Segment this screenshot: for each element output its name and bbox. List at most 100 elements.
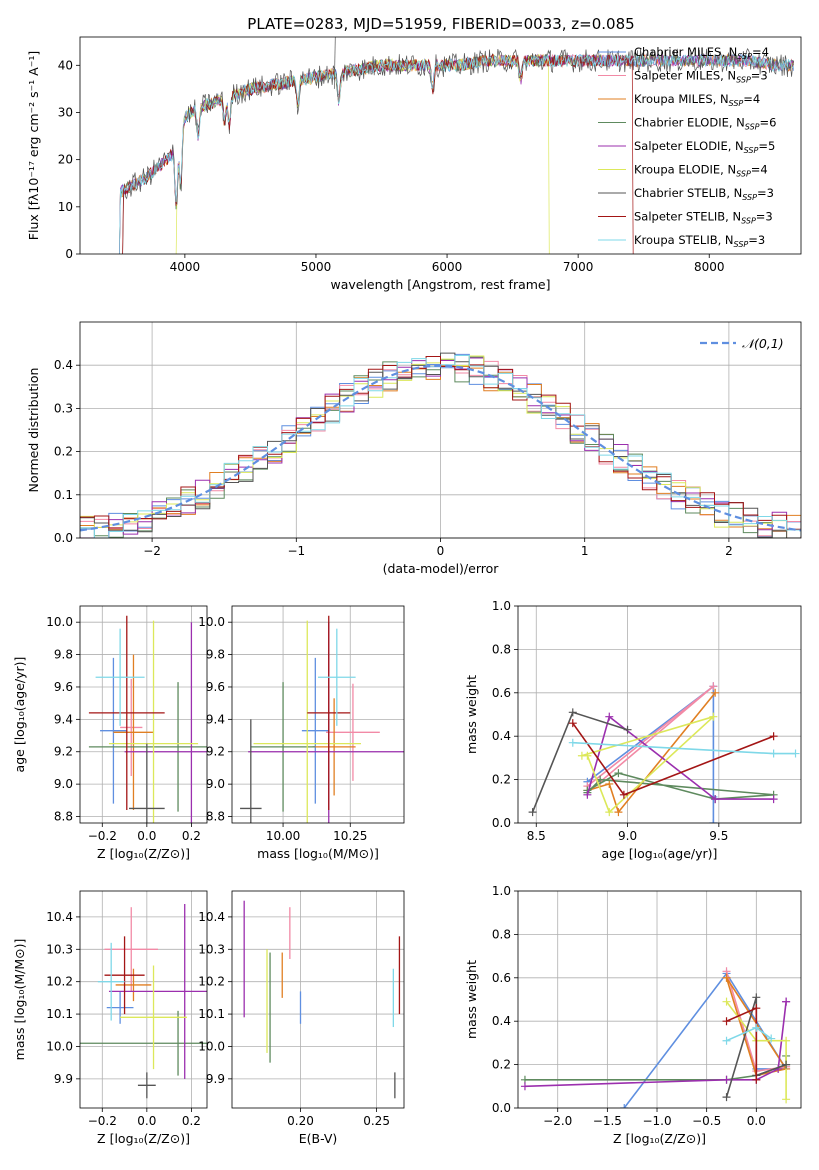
- series-point: [711, 688, 720, 697]
- y-tick-label: 10.0: [46, 1039, 73, 1053]
- y-tick-label: 9.2: [206, 745, 225, 759]
- y-tick-label: 10.2: [46, 975, 73, 989]
- legend-label: Chabrier MILES, NSSP=4: [634, 45, 769, 61]
- series-point: [752, 1004, 761, 1013]
- panel-mass_vs_EBV: 0.20 0.25 9.9 10.0 10.1 10.2 10.3 10.4 E(B-V): [198, 890, 405, 1146]
- x-tick-label: 10.25: [333, 829, 367, 843]
- x-tick-label: 0.0: [137, 829, 156, 843]
- y-axis-label: mass [log₁₀(M/M⊙)]: [12, 939, 27, 1061]
- y-tick-label: 0: [65, 247, 73, 261]
- series-line: [586, 715, 774, 800]
- x-tick-label: 0: [437, 544, 445, 558]
- spectrum-line: [119, 53, 794, 254]
- y-tick-label: 0.2: [492, 773, 511, 787]
- x-tick-label: 9.5: [709, 829, 728, 843]
- series-point: [782, 1060, 791, 1069]
- x-tick-label: 10.00: [266, 829, 300, 843]
- spectrum-spike: [333, 37, 336, 89]
- y-tick-label: 0.6: [492, 686, 511, 700]
- x-axis-label: wavelength [Angstrom, rest frame]: [330, 277, 550, 292]
- legend-label: Kroupa MILES, NSSP=4: [634, 92, 760, 108]
- series-point: [614, 808, 623, 817]
- y-axis-label: mass weight: [464, 960, 479, 1039]
- axes-frame: [231, 605, 405, 824]
- x-tick-label: 0.2: [182, 1114, 201, 1128]
- axes-frame: [517, 605, 802, 824]
- y-tick-label: 0.8: [492, 642, 511, 656]
- plot-area: [80, 352, 801, 538]
- y-tick-label: 10.4: [46, 910, 73, 924]
- x-tick-label: −2.0: [543, 1114, 572, 1128]
- y-tick-label: 9.0: [54, 777, 73, 791]
- series-line: [587, 692, 716, 814]
- panel-mass_weight_vs_age: 8.5 9.0 9.5 0.0 0.2 0.4 0.6 0.8 1.0 age [log₁₀(ag…: [464, 599, 802, 861]
- x-tick-label: 9.0: [618, 829, 637, 843]
- x-tick-label: −0.2: [88, 1114, 117, 1128]
- series-point: [528, 808, 537, 817]
- x-tick-label: 0.0: [137, 1114, 156, 1128]
- panel-age_vs_Z: −0.2 0.0 0.2 8.8 9.0 9.2 9.4 9.6 9.8 10.0 Z [log₁₀…: [12, 605, 208, 861]
- series-line: [581, 715, 714, 814]
- x-axis-label: Z [log₁₀(Z/Z⊙)]: [97, 846, 190, 861]
- series-point: [614, 769, 623, 778]
- x-tick-label: −1.0: [642, 1114, 671, 1128]
- legend: Chabrier MILES, NSSP=4 Salpeter MILES, NS…: [598, 45, 776, 249]
- x-axis-label: age [log₁₀(age/yr)]: [602, 846, 718, 861]
- legend-label: Salpeter STELIB, NSSP=3: [634, 210, 773, 226]
- y-tick-label: 9.8: [54, 648, 73, 662]
- series-point: [583, 790, 592, 799]
- x-tick-label: 0.25: [363, 1114, 390, 1128]
- x-axis-label: Z [log₁₀(Z/Z⊙)]: [613, 1131, 706, 1146]
- series-point: [709, 682, 718, 691]
- y-tick-label: 10.1: [46, 1007, 73, 1021]
- x-tick-label: −0.5: [692, 1114, 721, 1128]
- series-point: [752, 993, 761, 1002]
- series-point: [722, 1093, 731, 1102]
- x-tick-label: 8.5: [527, 829, 546, 843]
- plot-area: [520, 967, 791, 1108]
- y-tick-label: 10.0: [198, 1039, 225, 1053]
- y-tick-label: 10.3: [198, 942, 225, 956]
- x-axis-label: E(B-V): [299, 1131, 338, 1146]
- legend-label: Kroupa ELODIE, NSSP=4: [634, 163, 768, 179]
- x-tick-label: 0.20: [287, 1114, 314, 1128]
- x-tick-label: 7000: [563, 260, 594, 274]
- series-point: [619, 790, 628, 799]
- x-tick-label: 5000: [301, 260, 332, 274]
- y-tick-label: 9.0: [206, 777, 225, 791]
- series-point: [709, 712, 718, 721]
- y-axis-label: age [log₁₀(age/yr)]: [12, 657, 27, 773]
- x-tick-label: 0.2: [182, 829, 201, 843]
- x-tick-label: 4000: [170, 260, 201, 274]
- y-tick-label: 20: [58, 153, 73, 167]
- x-tick-label: 0.0: [747, 1114, 766, 1128]
- panel-residuals: −2 −1 0 1 2 0.0 0.1 0.2 0.3 0.4 (data-model)/error…: [26, 321, 802, 576]
- series-point: [722, 997, 731, 1006]
- x-tick-label: 8000: [694, 260, 725, 274]
- y-axis-label: mass weight: [464, 675, 479, 754]
- y-tick-label: 1.0: [492, 599, 511, 613]
- series-point: [791, 749, 800, 758]
- plot-area: [240, 615, 404, 823]
- series-point: [568, 708, 577, 717]
- y-tick-label: 9.6: [206, 680, 225, 694]
- series-point: [520, 1082, 529, 1091]
- series-point: [577, 751, 586, 760]
- spectrum-line: [122, 53, 634, 254]
- series-point: [722, 1036, 731, 1045]
- x-tick-label: −1: [287, 544, 305, 558]
- series-point: [568, 719, 577, 728]
- y-tick-label: 30: [58, 105, 73, 119]
- y-tick-label: 0.1: [54, 488, 73, 502]
- x-axis-label: (data-model)/error: [383, 561, 500, 576]
- legend-label: Chabrier STELIB, NSSP=3: [634, 186, 774, 202]
- series-point: [605, 712, 614, 721]
- panel-age_vs_mass: 10.00 10.25 8.8 9.0 9.2 9.4 9.6 9.8 10.0 mass [lo…: [198, 605, 405, 861]
- x-tick-label: 1: [581, 544, 589, 558]
- series-point: [767, 1034, 776, 1043]
- y-tick-label: 0.4: [492, 1014, 511, 1028]
- y-tick-label: 0.0: [492, 1101, 511, 1115]
- series-point: [782, 1036, 791, 1045]
- series-line: [572, 722, 774, 796]
